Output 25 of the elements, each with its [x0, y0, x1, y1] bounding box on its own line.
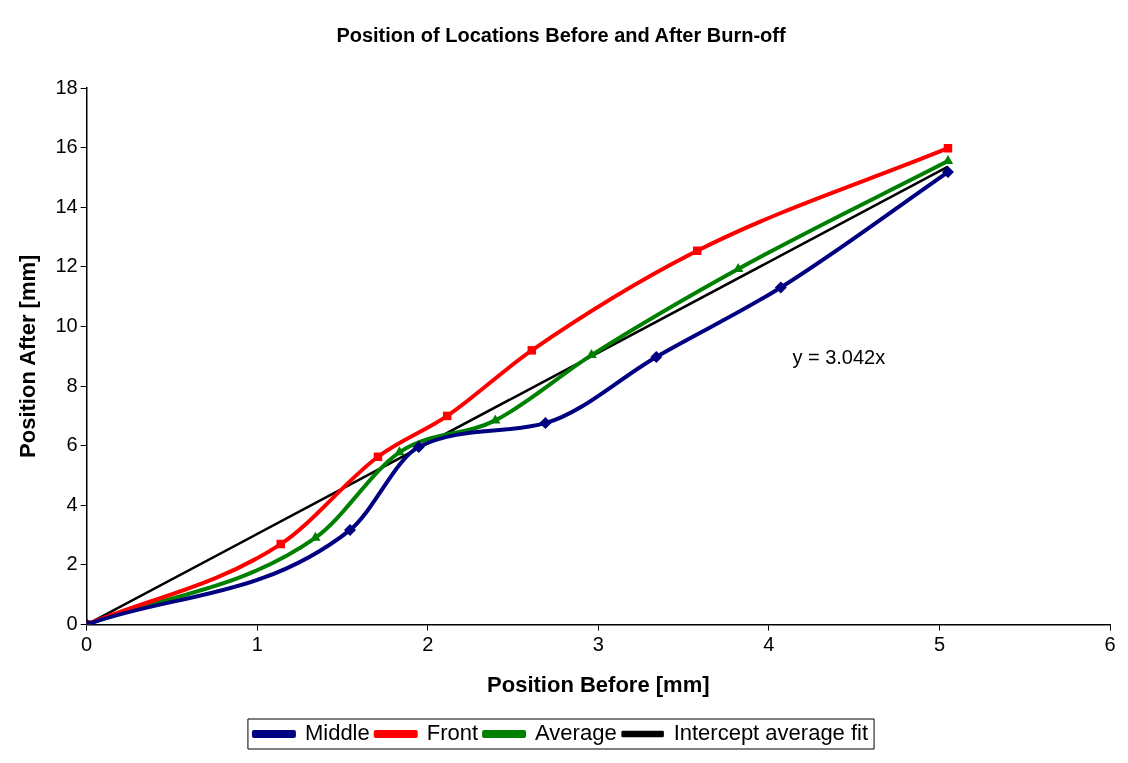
y-tick-label: 2 — [66, 552, 78, 575]
y-axis-title: Position After [mm] — [15, 254, 41, 458]
x-tick-label: 0 — [81, 633, 93, 656]
legend-label: Front — [426, 720, 479, 746]
y-tick-label: 6 — [66, 433, 78, 456]
legend-label: Average — [535, 720, 617, 746]
annotation: y = 3.042x — [792, 346, 886, 369]
x-tick-label: 5 — [933, 633, 945, 656]
y-tick-label: 12 — [55, 254, 78, 277]
chart-title: Position of Locations Before and After Burn-off — [336, 23, 786, 46]
y-tick-label: 14 — [55, 194, 78, 217]
legend-label: Middle — [304, 720, 370, 746]
x-axis-title: Position Before [mm] — [487, 671, 710, 697]
y-tick-label: 16 — [55, 135, 78, 158]
x-tick-label: 4 — [763, 633, 775, 656]
y-tick-label: 0 — [66, 612, 78, 635]
x-tick-label: 2 — [422, 633, 434, 656]
y-tick-label: 4 — [66, 492, 78, 515]
y-tick-label: 18 — [55, 75, 78, 98]
x-tick-label: 6 — [1104, 633, 1116, 656]
legend-label: Intercept average fit — [673, 720, 869, 746]
y-tick-label: 8 — [66, 373, 78, 396]
x-tick-label: 1 — [251, 633, 263, 656]
y-tick-label: 10 — [55, 314, 78, 336]
x-tick-label: 3 — [592, 633, 604, 656]
